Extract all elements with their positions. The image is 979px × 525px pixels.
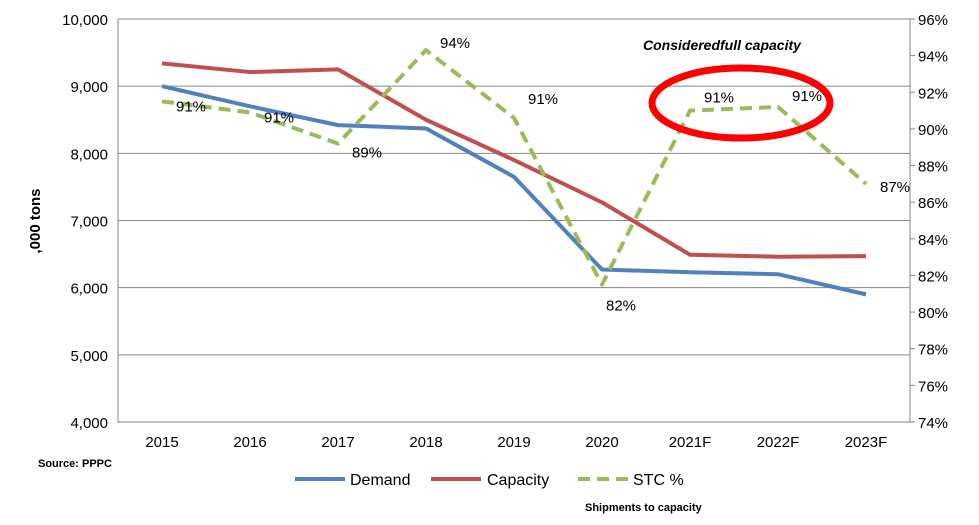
right-axis-ticks: 74% 76% 78% 80% 82% 84% 86% 88% 90% 92% 94% 96% bbox=[910, 12, 948, 432]
legend-stc-label: STC % bbox=[633, 472, 684, 489]
data-labels: 91% 91% 89% 94% 91% 82% 91% 91% 87% bbox=[176, 35, 910, 314]
x-tick-label: 2023F bbox=[845, 434, 888, 451]
x-axis-ticks: 2015 2016 2017 2018 2019 2020 2021F 2022F 2023F bbox=[145, 434, 887, 451]
right-tick-label: 80% bbox=[918, 305, 948, 322]
left-tick-label: 6,000 bbox=[70, 281, 108, 298]
right-tick-label: 96% bbox=[918, 12, 948, 29]
right-tick-label: 84% bbox=[918, 232, 948, 249]
stc-data-label: 94% bbox=[440, 35, 470, 52]
right-tick-label: 92% bbox=[918, 85, 948, 102]
right-tick-label: 76% bbox=[918, 378, 948, 395]
left-tick-label: 7,000 bbox=[70, 214, 108, 231]
right-tick-label: 94% bbox=[918, 49, 948, 66]
legend-demand-label: Demand bbox=[350, 472, 410, 489]
highlight-ellipse bbox=[648, 64, 834, 142]
stc-data-label: 82% bbox=[606, 298, 636, 315]
left-axis-ticks: 4,000 5,000 6,000 7,000 8,000 9,000 10,000 bbox=[62, 12, 108, 432]
left-tick-label: 8,000 bbox=[70, 146, 108, 163]
right-tick-label: 82% bbox=[918, 268, 948, 285]
x-tick-label: 2021F bbox=[669, 434, 712, 451]
series-line-stc bbox=[161, 48, 868, 287]
x-tick-label: 2018 bbox=[409, 434, 442, 451]
x-tick-label: 2020 bbox=[585, 434, 618, 451]
stc-data-label: 91% bbox=[704, 90, 734, 107]
footnote: Shipments to capacity bbox=[585, 502, 703, 514]
stc-data-label: 89% bbox=[352, 145, 382, 162]
x-tick-label: 2015 bbox=[145, 434, 178, 451]
right-tick-label: 74% bbox=[918, 415, 948, 432]
right-tick-label: 88% bbox=[918, 159, 948, 176]
series-line-demand bbox=[161, 84, 867, 297]
legend: Demand Capacity STC % bbox=[295, 472, 684, 489]
gridlines bbox=[118, 85, 910, 356]
plot-frame bbox=[117, 18, 911, 423]
source-note: Source: PPPC bbox=[38, 458, 112, 470]
x-tick-label: 2016 bbox=[233, 434, 266, 451]
right-tick-label: 86% bbox=[918, 195, 948, 212]
stc-data-label: 91% bbox=[528, 91, 558, 108]
left-tick-label: 10,000 bbox=[62, 12, 108, 29]
x-tick-label: 2022F bbox=[757, 434, 800, 451]
series-line-capacity bbox=[161, 61, 867, 259]
series-layer bbox=[161, 48, 868, 297]
right-tick-label: 78% bbox=[918, 342, 948, 359]
stc-data-label: 91% bbox=[176, 98, 206, 115]
right-tick-label: 90% bbox=[918, 122, 948, 139]
left-tick-label: 4,000 bbox=[70, 415, 108, 432]
stc-data-label: 87% bbox=[880, 179, 910, 196]
left-tick-label: 9,000 bbox=[70, 79, 108, 96]
x-tick-label: 2017 bbox=[321, 434, 354, 451]
full-capacity-annotation: Consideredfull capacity bbox=[643, 37, 802, 53]
x-tick-label: 2019 bbox=[497, 434, 530, 451]
left-tick-label: 5,000 bbox=[70, 348, 108, 365]
stc-data-label: 91% bbox=[792, 88, 822, 105]
stc-data-label: 91% bbox=[264, 109, 294, 126]
y-axis-label: ,000 tons bbox=[27, 188, 44, 253]
legend-capacity-label: Capacity bbox=[487, 472, 549, 489]
